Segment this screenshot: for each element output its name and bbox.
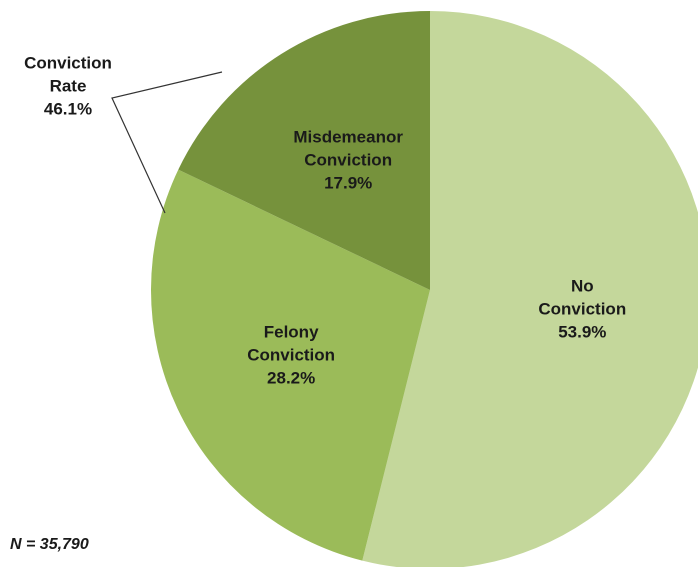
slice-name: No Conviction bbox=[538, 276, 627, 319]
annotation: Conviction Rate 46.1% bbox=[8, 52, 128, 121]
slice-value: 53.9% bbox=[558, 322, 607, 342]
slice-name: Felony Conviction bbox=[247, 322, 336, 365]
slice-value: 17.9% bbox=[324, 173, 373, 193]
annotation-value: 46.1% bbox=[43, 99, 93, 119]
slice-value: 28.2% bbox=[267, 368, 316, 388]
pie-slice bbox=[362, 11, 698, 567]
slice-label: Felony Conviction 28.2% bbox=[236, 321, 346, 390]
slice-label: No Conviction 53.9% bbox=[527, 274, 637, 343]
annotation-label: Conviction Rate bbox=[24, 53, 112, 96]
pie-slice bbox=[178, 11, 430, 290]
pie-slice bbox=[150, 169, 430, 561]
slice-label: Misdemeanor Conviction 17.9% bbox=[283, 126, 413, 195]
slice-name: Misdemeanor Conviction bbox=[293, 127, 403, 170]
note: N = 35,790 bbox=[10, 536, 89, 553]
annotation-bracket bbox=[111, 71, 223, 214]
